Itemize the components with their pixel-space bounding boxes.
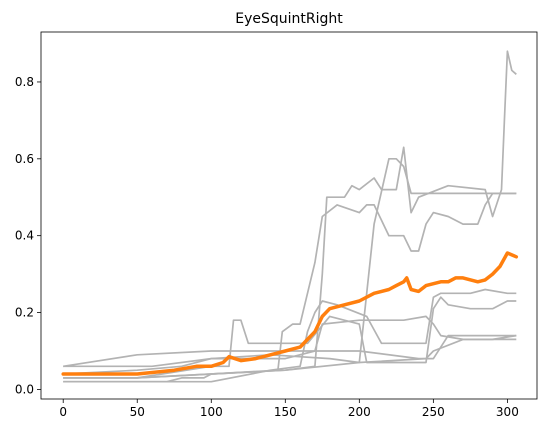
- y-tick-label: 0.2: [15, 306, 34, 320]
- x-tick-label: 300: [496, 405, 519, 419]
- x-tick-label: 200: [348, 405, 371, 419]
- x-tick-label: 100: [200, 405, 223, 419]
- y-tick-label: 0.8: [15, 75, 34, 89]
- x-tick-label: 250: [422, 405, 445, 419]
- y-tick-label: 0.4: [15, 229, 34, 243]
- x-tick-label: 150: [274, 405, 297, 419]
- x-tick-label: 50: [130, 405, 145, 419]
- x-tick-label: 0: [59, 405, 67, 419]
- y-tick-label: 0.6: [15, 152, 34, 166]
- y-tick-label: 0.0: [15, 382, 34, 396]
- chart-title: EyeSquintRight: [235, 11, 343, 27]
